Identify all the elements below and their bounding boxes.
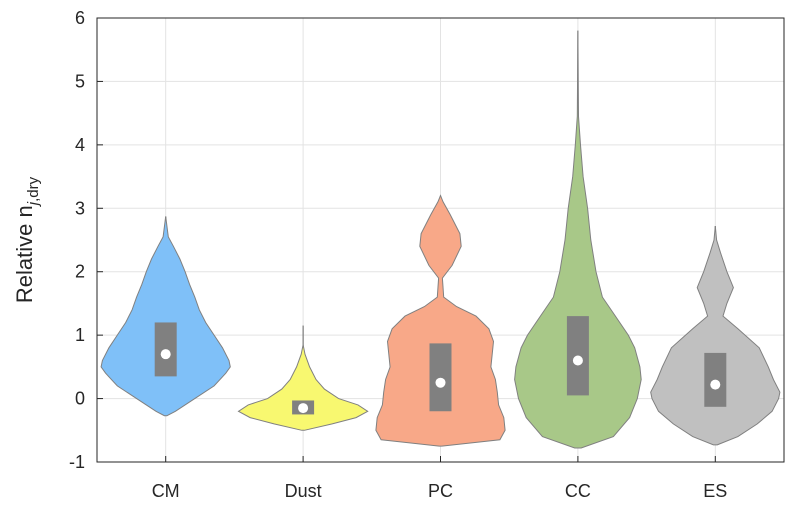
x-tick-label-pc: PC bbox=[428, 481, 453, 501]
y-tick-label: 1 bbox=[75, 325, 85, 345]
violin-es bbox=[650, 225, 781, 446]
y-tick-labels: -1 0 1 2 3 4 5 6 bbox=[69, 8, 103, 472]
y-tick-label: 0 bbox=[75, 389, 85, 409]
violin-body bbox=[100, 216, 231, 417]
y-tick-label: 5 bbox=[75, 71, 85, 91]
x-tick-label-cm: CM bbox=[152, 481, 180, 501]
y-axis-label-main: Relative n bbox=[12, 205, 37, 303]
violin-dust bbox=[237, 325, 369, 431]
violin-body bbox=[237, 325, 369, 431]
violin-body bbox=[375, 194, 506, 447]
violin-median-marker bbox=[710, 379, 721, 390]
violin-iqr-box bbox=[429, 343, 452, 412]
y-axis-label-sub: ,dry bbox=[25, 176, 42, 202]
violins bbox=[100, 30, 781, 449]
violin-median-marker bbox=[298, 403, 309, 414]
x-tick-label-es: ES bbox=[703, 481, 727, 501]
y-axis-label-sub-italic: j bbox=[25, 201, 42, 207]
y-tick-label: 3 bbox=[75, 198, 85, 218]
y-tick-label: 2 bbox=[75, 262, 85, 282]
y-tick-label: 6 bbox=[75, 8, 85, 28]
violin-median-marker bbox=[160, 349, 171, 360]
y-axis-label: Relative nj,dry bbox=[12, 176, 42, 303]
y-tick-label: -1 bbox=[69, 452, 85, 472]
violin-median-marker bbox=[572, 355, 583, 366]
violin-body bbox=[650, 225, 781, 446]
violin-body bbox=[514, 30, 642, 449]
y-tick-label: 4 bbox=[75, 135, 85, 155]
x-tick-labels: CM Dust PC CC ES bbox=[152, 456, 727, 501]
violin-median-marker bbox=[435, 377, 446, 388]
violin-pc bbox=[375, 194, 506, 447]
x-tick-label-dust: Dust bbox=[285, 481, 322, 501]
violin-cc bbox=[514, 30, 642, 449]
violin-cm bbox=[100, 216, 231, 417]
x-tick-label-cc: CC bbox=[565, 481, 591, 501]
